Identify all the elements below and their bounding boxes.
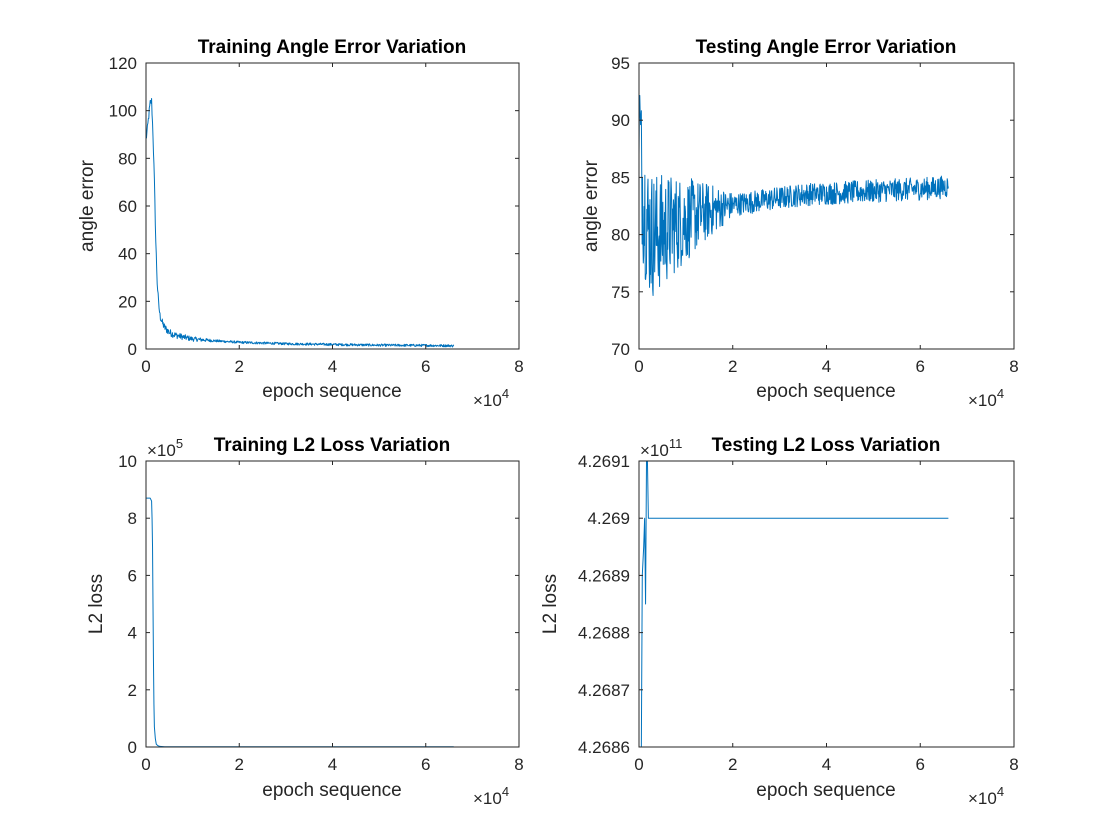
x-tick-label: 8 — [514, 755, 523, 774]
y-tick-label: 2 — [128, 681, 137, 700]
y-tick-label: 4.269 — [587, 509, 630, 528]
y-axis-label: angle error — [581, 159, 602, 252]
x-tick-label: 2 — [728, 357, 737, 376]
y-tick-label: 90 — [611, 111, 630, 130]
chart-title: Training L2 Loss Variation — [214, 435, 451, 456]
x-tick-label: 0 — [634, 357, 643, 376]
series-line — [145, 98, 455, 348]
axes-box — [145, 460, 520, 748]
x-axis-multiplier: ×104 — [473, 784, 509, 808]
y-tick-label: 6 — [128, 566, 137, 585]
x-tick-label: 8 — [514, 357, 523, 376]
chart-title: Training Angle Error Variation — [198, 37, 467, 58]
x-tick-label: 0 — [634, 755, 643, 774]
x-tick-label: 0 — [141, 357, 150, 376]
axes-box — [145, 62, 520, 350]
subplot-testing-l2-loss: Testing L2 Loss Variation 0 2 4 6 8 4.2686 4.2… — [540, 435, 1019, 808]
x-tick-label: 2 — [728, 755, 737, 774]
subplot-training-l2-loss: Training L2 Loss Variation 0 2 4 6 8 0 2 4 6 8 10 ×… — [86, 435, 524, 808]
x-tick-label: 8 — [1009, 357, 1018, 376]
x-tick-label: 6 — [916, 357, 925, 376]
y-tick-label: 4.2689 — [578, 566, 630, 585]
y-tick-label: 10 — [118, 452, 137, 471]
subplot-training-angle-error: Training Angle Error Variation 0 2 4 6 80204… — [77, 37, 524, 410]
chart-title: Testing Angle Error Variation — [696, 37, 957, 58]
x-axis-label: epoch sequence — [756, 780, 895, 801]
x-tick-label: 4 — [328, 755, 337, 774]
y-axis-label: L2 loss — [86, 574, 107, 634]
y-tick-label: 0 — [128, 340, 137, 359]
y-tick-label: 20 — [118, 292, 137, 311]
y-tick-label: 4.2687 — [578, 681, 630, 700]
chart-title: Testing L2 Loss Variation — [712, 435, 941, 456]
x-tick-label: 6 — [916, 755, 925, 774]
y-axis-multiplier: ×105 — [147, 436, 183, 460]
x-axis-multiplier: ×104 — [968, 386, 1004, 410]
y-tick-label: 60 — [118, 197, 137, 216]
x-axis-label: epoch sequence — [756, 381, 895, 402]
y-tick-label: 80 — [118, 149, 137, 168]
y-tick-label: 75 — [611, 283, 630, 302]
x-axis-label: epoch sequence — [262, 381, 401, 402]
x-axis-multiplier: ×104 — [968, 784, 1004, 808]
y-tick-label: 0 — [128, 738, 137, 757]
x-tick-label: 0 — [141, 755, 150, 774]
y-tick-label: 120 — [109, 54, 137, 73]
series-line — [638, 94, 949, 296]
y-tick-label: 70 — [611, 340, 630, 359]
y-tick-label: 4.2686 — [578, 738, 630, 757]
x-tick-label: 8 — [1009, 755, 1018, 774]
y-tick-label: 80 — [611, 226, 630, 245]
y-tick-label: 8 — [128, 509, 137, 528]
x-axis-multiplier: ×104 — [473, 386, 509, 410]
x-tick-label: 4 — [822, 357, 831, 376]
x-tick-label: 6 — [421, 755, 430, 774]
axes-box — [638, 460, 1015, 748]
x-tick-label: 6 — [421, 357, 430, 376]
y-tick-label: 40 — [118, 245, 137, 264]
y-tick-label: 95 — [611, 54, 630, 73]
x-axis-label: epoch sequence — [262, 780, 401, 801]
x-tick-label: 2 — [235, 357, 244, 376]
x-tick-label: 4 — [328, 357, 337, 376]
y-axis-label: L2 loss — [540, 574, 561, 634]
y-axis-label: angle error — [77, 159, 98, 252]
x-tick-label: 4 — [822, 755, 831, 774]
y-tick-label: 4.2691 — [578, 452, 630, 471]
y-tick-label: 4.2688 — [578, 624, 630, 643]
y-axis-multiplier: ×1011 — [640, 436, 682, 460]
subplot-testing-angle-error: Testing Angle Error Variation 0 2 4 6 8 70 75 8… — [581, 37, 1019, 410]
y-tick-label: 85 — [611, 168, 630, 187]
y-tick-label: 4 — [128, 624, 137, 643]
series-line — [640, 460, 949, 748]
series-line — [146, 497, 454, 748]
x-tick-label: 2 — [235, 755, 244, 774]
y-tick-label: 100 — [109, 102, 137, 121]
